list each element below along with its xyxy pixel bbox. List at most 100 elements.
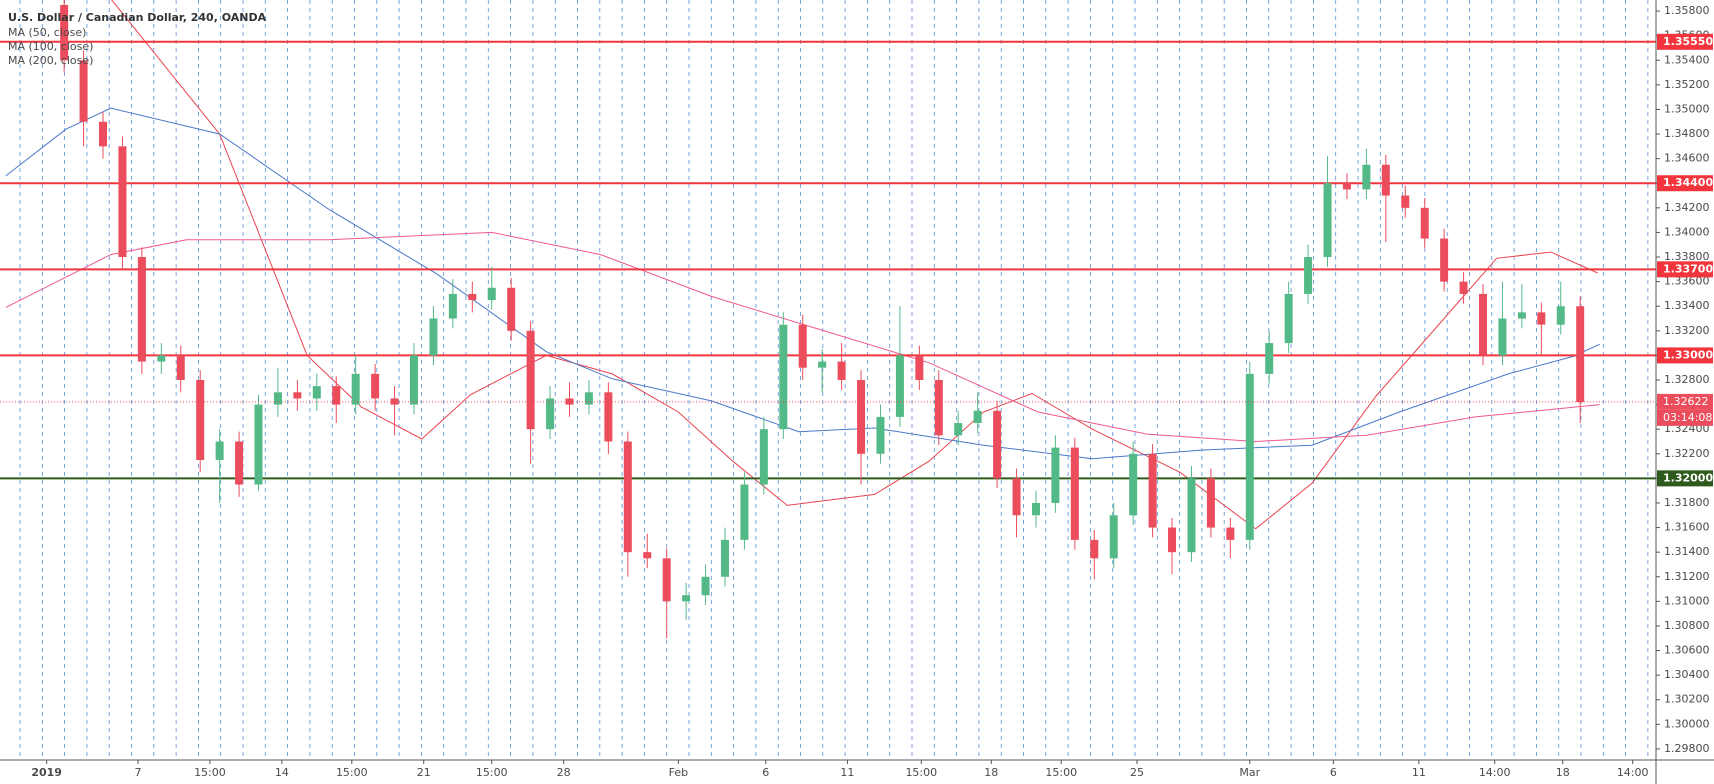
y-tick-label: 1.33800: [1664, 250, 1710, 263]
y-tick-label: 1.33200: [1664, 324, 1710, 337]
axes-layer: 1.29800 1.30000 1.30200 1.30400 1.30600 1.308…: [31, 4, 1713, 779]
y-tick-label: 1.34200: [1664, 201, 1710, 214]
y-tick-label: 1.34800: [1664, 127, 1710, 140]
candle-body: [1090, 539, 1099, 559]
candle-body: [60, 4, 69, 61]
candle-body: [1537, 312, 1546, 325]
level-label-box: [1657, 175, 1713, 192]
candle-body: [701, 576, 710, 596]
candle-body: [643, 552, 652, 559]
candle-body: [682, 595, 691, 602]
candle-body: [1401, 195, 1410, 208]
candle-body: [79, 60, 88, 122]
candle-body: [312, 386, 321, 399]
candle-body: [273, 392, 282, 405]
candle-body: [1342, 183, 1351, 190]
y-tick-label: 1.29800: [1664, 742, 1710, 755]
level-label: 1.33700: [1663, 262, 1713, 275]
candle-body: [1479, 293, 1488, 356]
candle-body: [215, 441, 224, 460]
y-tick-label: 1.31000: [1664, 594, 1710, 607]
y-tick-label: 1.35400: [1664, 53, 1710, 66]
x-tick-label: 15:00: [476, 766, 508, 779]
candle-body: [1206, 478, 1215, 528]
level-label-box: [1657, 33, 1713, 50]
candle-body: [662, 558, 671, 602]
y-tick-label: 1.31600: [1664, 521, 1710, 534]
candle-body: [818, 361, 827, 368]
x-tick-label: 14: [275, 766, 289, 779]
candle-body: [993, 410, 1002, 479]
y-tick-label: 1.30000: [1664, 717, 1710, 730]
candle-body: [779, 324, 788, 430]
x-tick-label: Feb: [669, 766, 688, 779]
candle-body: [584, 392, 593, 405]
candle-body: [507, 287, 516, 331]
candle-body: [1168, 527, 1177, 553]
candle-body: [448, 293, 457, 319]
candle-body: [1129, 453, 1138, 516]
candle-body: [857, 380, 866, 454]
x-tick-label: 15:00: [905, 766, 937, 779]
level-label: 1.34400: [1663, 176, 1713, 189]
y-tick-label: 1.31200: [1664, 570, 1710, 583]
moving-average-line: [5, 231, 1600, 443]
level-label-box: [1657, 347, 1713, 364]
legend-item: MA (100, close): [8, 40, 93, 53]
candle-body: [895, 355, 904, 417]
candle-body: [565, 398, 574, 405]
candle-body: [546, 398, 555, 430]
candle-body: [604, 392, 613, 442]
plot-layer: [0, 0, 1656, 639]
level-label-box: [1657, 261, 1713, 278]
candle-body: [254, 404, 263, 485]
candle-body: [157, 355, 166, 362]
y-tick-label: 1.35000: [1664, 102, 1710, 115]
candle-body: [1148, 453, 1157, 528]
x-tick-label: 14:00: [1479, 766, 1511, 779]
candle-body: [1420, 207, 1429, 239]
candle-body: [973, 410, 982, 424]
candle-body: [720, 539, 729, 577]
moving-average-line: [5, 107, 1600, 460]
x-tick-label: 11: [1412, 766, 1426, 779]
candle-body: [526, 330, 535, 430]
candle-body: [954, 423, 963, 436]
x-tick-label: 15:00: [1045, 766, 1077, 779]
legend-item: MA (50, close): [8, 26, 86, 39]
x-tick-label: 25: [1130, 766, 1144, 779]
candle-body: [1498, 318, 1507, 356]
countdown-label: 03:14:08: [1663, 411, 1712, 424]
level-label-box: [1657, 470, 1713, 487]
candle-body: [837, 361, 846, 380]
y-tick-label: 1.35800: [1664, 4, 1710, 17]
candle-body: [293, 392, 302, 399]
candle-body: [371, 373, 380, 399]
candle-body: [137, 257, 146, 362]
candle-body: [1051, 447, 1060, 503]
candle-body: [332, 386, 341, 405]
candle-body: [351, 373, 360, 405]
candle-body: [1284, 293, 1293, 344]
x-tick-label: 15:00: [336, 766, 368, 779]
candle-body: [429, 318, 438, 356]
countdown-box: [1657, 409, 1713, 426]
candle-body: [915, 355, 924, 380]
x-tick-label: 18: [1556, 766, 1570, 779]
last-price-label: 1.32622: [1663, 395, 1709, 408]
candle-body: [410, 355, 418, 405]
candle-body: [196, 380, 205, 460]
candle-body: [759, 429, 768, 485]
y-tick-label: 1.30600: [1664, 644, 1710, 657]
candle-body: [1440, 238, 1449, 282]
x-tick-label: 6: [762, 766, 769, 779]
candle-body: [740, 484, 749, 540]
candle-body: [1226, 527, 1235, 540]
candle-body: [1304, 257, 1313, 294]
candle-body: [487, 287, 496, 301]
x-tick-label: 28: [557, 766, 571, 779]
candle-body: [99, 121, 108, 147]
y-tick-label: 1.31400: [1664, 545, 1710, 558]
